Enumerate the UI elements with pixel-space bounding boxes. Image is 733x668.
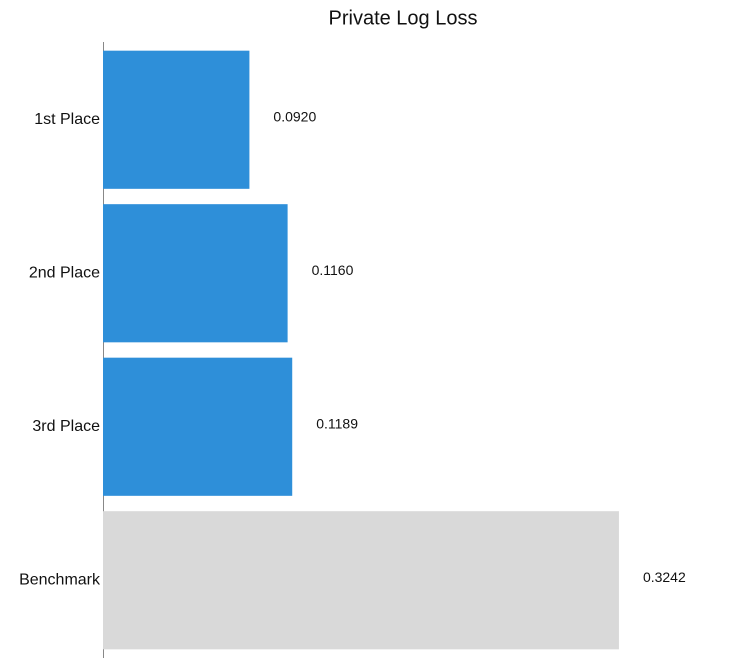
y-tick-label: 3rd Place (32, 418, 100, 435)
bar (103, 357, 293, 496)
value-label: 0.1189 (316, 415, 358, 431)
bar (103, 204, 288, 343)
value-label: 0.1160 (312, 262, 354, 278)
bar (103, 50, 250, 189)
y-tick-label: 2nd Place (29, 264, 100, 281)
y-tick-label: Benchmark (19, 571, 101, 588)
value-label: 0.0920 (273, 108, 316, 124)
chart-title: Private Log Loss (329, 7, 478, 29)
y-tick-label: 1st Place (34, 111, 100, 128)
bar (103, 511, 619, 650)
value-label: 0.3242 (643, 569, 686, 585)
